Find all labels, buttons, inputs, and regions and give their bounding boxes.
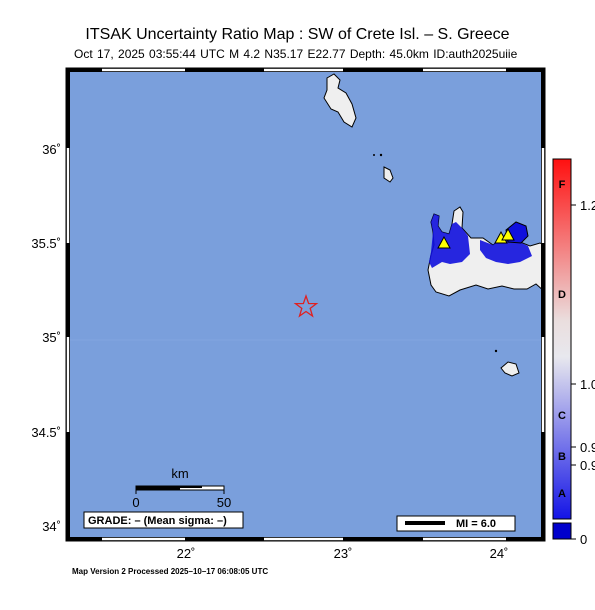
islet-dot — [494, 349, 498, 353]
scale-bar-fifty: 50 — [217, 495, 231, 510]
lat-tick-label: 34˚ — [42, 519, 61, 534]
colorbar-value: 1.0 — [580, 377, 595, 392]
lat-tick-label: 36˚ — [42, 142, 61, 157]
colorbar: F D C B A 1.2 1.0 0.9 0.9 0 — [552, 158, 595, 547]
antikythira-island — [383, 166, 394, 183]
islet-dot — [379, 153, 383, 157]
station-triangle — [437, 235, 451, 249]
processing-footer: Map Version 2 Processed 2025–10–17 06:08… — [72, 567, 269, 576]
colorbar-value: 0.9 — [580, 458, 595, 473]
mi-legend-text: MI = 6.0 — [456, 518, 496, 530]
islet-dot — [373, 154, 375, 156]
grade-box: GRADE: – (Mean sigma: –) — [83, 511, 244, 529]
grade-text: GRADE: – (Mean sigma: –) — [88, 515, 227, 527]
gavdos-island — [500, 361, 520, 377]
scale-bar-zero: 0 — [132, 495, 139, 510]
map-title: ITSAK Uncertainty Ratio Map : SW of Cret… — [85, 26, 510, 43]
uncertainty-zone-west — [429, 214, 470, 268]
lon-tick-label: 23˚ — [334, 546, 353, 561]
epicenter-star — [293, 294, 319, 318]
sea-area — [66, 68, 545, 541]
colorbar-value: 1.2 — [580, 198, 595, 213]
lon-tick-label: 24˚ — [490, 546, 509, 561]
lon-tick-label: 22˚ — [177, 546, 196, 561]
colorbar-letter: D — [558, 289, 566, 301]
station-triangle — [501, 227, 515, 241]
colorbar-letter: A — [558, 488, 566, 500]
kythira-island — [323, 73, 357, 128]
event-info: Oct 17, 2025 03:55:44 UTC M 4.2 N35.17 E… — [74, 47, 518, 61]
colorbar-letter: C — [558, 410, 566, 422]
lat-tick-label: 34.5˚ — [31, 425, 61, 440]
colorbar-letter: B — [558, 451, 566, 463]
uncertainty-zone-east — [480, 240, 532, 264]
lat-tick-label: 35˚ — [42, 330, 61, 345]
map-frame — [65, 67, 546, 542]
lat-tick-label: 35.5˚ — [31, 236, 61, 251]
colorbar-value: 0 — [580, 532, 587, 547]
colorbar-letter: F — [559, 179, 566, 191]
mi-legend: MI = 6.0 — [396, 515, 516, 532]
colorbar-value: 0.9 — [580, 440, 595, 455]
scale-bar-title: km — [171, 466, 188, 481]
scale-bar: km 0 50 — [132, 466, 231, 510]
